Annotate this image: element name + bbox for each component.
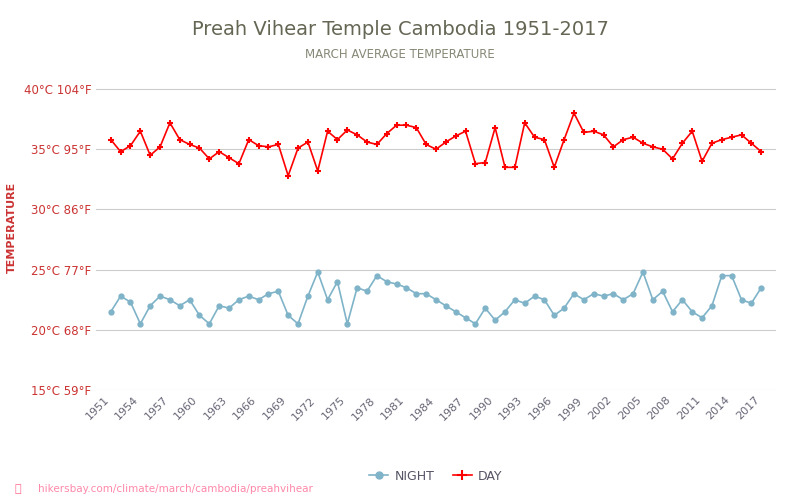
Text: MARCH AVERAGE TEMPERATURE: MARCH AVERAGE TEMPERATURE <box>305 48 495 60</box>
Text: Preah Vihear Temple Cambodia 1951-2017: Preah Vihear Temple Cambodia 1951-2017 <box>191 20 609 39</box>
Legend: NIGHT, DAY: NIGHT, DAY <box>365 465 507 488</box>
Y-axis label: TEMPERATURE: TEMPERATURE <box>6 182 17 273</box>
Text: 📍: 📍 <box>14 484 21 494</box>
Text: hikersbay.com/climate/march/cambodia/preahvihear: hikersbay.com/climate/march/cambodia/pre… <box>38 484 314 494</box>
